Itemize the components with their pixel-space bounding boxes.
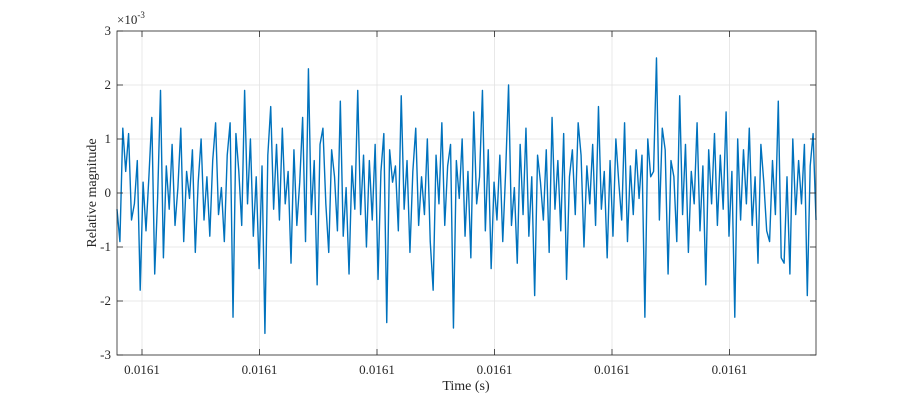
x-axis-title: Time (s) [442,379,490,394]
y-tick-label: 3 [105,23,112,38]
x-tick-label: 0.0161 [594,362,630,377]
x-tick-label: 0.0161 [477,362,513,377]
axis-ticks: -3 -2 -1 0 1 2 3 0.0161 0.0161 0.0161 0.0161 0.0161… [100,23,816,377]
y-tick-label: -3 [100,347,111,362]
y-tick-label: 0 [105,185,112,200]
y-tick-label: -1 [100,239,111,254]
y-tick-label: -2 [100,293,111,308]
series-line [116,57,817,335]
y-tick-label: 2 [105,77,112,92]
y-tick-label: 1 [105,131,112,146]
x-tick-label: 0.0161 [242,362,278,377]
y-exponent-label: ×10-3 [117,10,145,27]
x-tick-label: 0.0161 [712,362,748,377]
x-tick-label: 0.0161 [124,362,160,377]
y-axis-title: Relative magnitude [85,138,100,247]
x-tick-label: 0.0161 [359,362,395,377]
